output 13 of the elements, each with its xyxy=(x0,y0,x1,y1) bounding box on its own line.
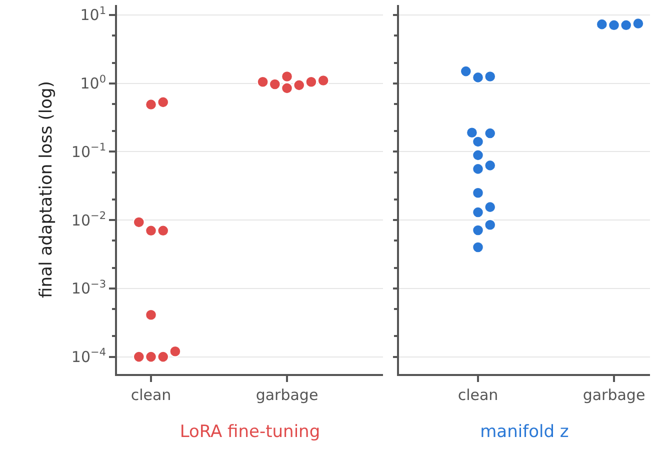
y-tick-label: 10$^{−1}$ xyxy=(71,142,106,161)
x-tick-label: clean xyxy=(458,386,498,404)
y-tick-label: 10$^{−4}$ xyxy=(71,346,106,366)
y-axis-title: final adaptation loss (log) xyxy=(36,81,56,298)
x-tick-label: garbage xyxy=(582,386,646,404)
x-axis-title: LoRA fine-tuning xyxy=(180,422,320,442)
x-tick-label: clean xyxy=(130,386,172,404)
y-tick-label: 10$^{−2}$ xyxy=(71,210,106,230)
x-axis-title: manifold z xyxy=(480,422,569,442)
y-tick-label: 10$^{−3}$ xyxy=(71,278,106,298)
y-tick-label: 10$^{1}$ xyxy=(80,4,106,24)
y-tick-label: 10$^{0}$ xyxy=(80,73,106,93)
x-tick-label: garbage xyxy=(256,386,318,404)
